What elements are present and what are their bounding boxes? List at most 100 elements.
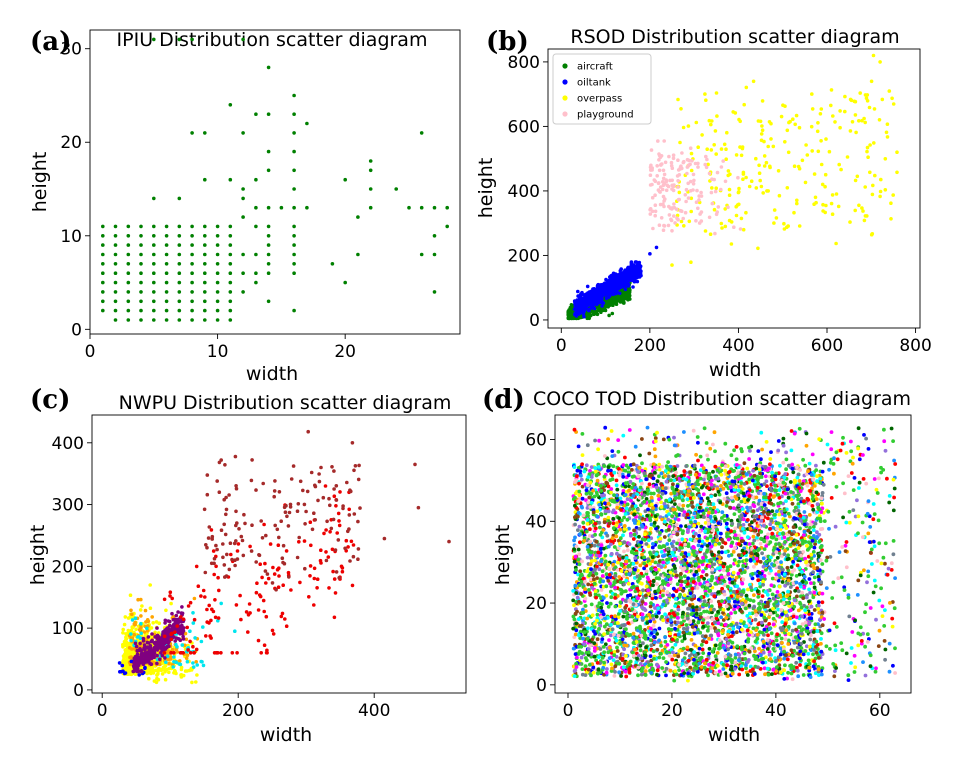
data-point (228, 541, 233, 545)
data-point (138, 641, 142, 646)
panel-b-tag: (b) (486, 27, 529, 57)
data-point (217, 588, 221, 593)
data-point (140, 604, 144, 608)
data-point (209, 618, 213, 623)
data-point (600, 284, 605, 288)
panel-c-xlabel: width (260, 724, 312, 746)
data-point (235, 651, 239, 655)
data-point (685, 171, 689, 176)
data-point (113, 262, 118, 266)
data-point (304, 509, 308, 514)
data-point (803, 180, 808, 185)
data-point (329, 526, 334, 531)
data-point (188, 600, 193, 605)
data-point (661, 183, 666, 188)
data-point (707, 171, 712, 176)
data-point (234, 523, 238, 528)
data-point (771, 144, 776, 149)
data-point (689, 638, 694, 642)
data-point (192, 651, 196, 655)
data-point (814, 200, 818, 205)
data-point (699, 194, 704, 198)
data-point (830, 212, 835, 216)
data-point (270, 581, 275, 585)
data-point (659, 216, 664, 220)
data-point (580, 290, 584, 295)
data-point (164, 299, 169, 304)
data-point (323, 484, 328, 488)
data-point (215, 280, 220, 285)
data-point (228, 103, 233, 107)
y-tick-label: 0 (73, 681, 84, 701)
data-point (139, 299, 143, 304)
data-point (596, 308, 600, 313)
data-point (332, 487, 336, 491)
data-point (203, 243, 207, 247)
data-point (333, 548, 338, 552)
data-point (177, 234, 182, 238)
data-point (667, 538, 672, 542)
data-point (652, 178, 657, 182)
data-point (146, 635, 151, 639)
data-point (255, 581, 259, 585)
x-tick-label: 800 (899, 336, 931, 356)
data-point (184, 656, 189, 661)
data-point (598, 296, 603, 300)
data-point (317, 472, 321, 476)
data-point (633, 444, 638, 449)
data-point (205, 620, 209, 624)
data-point (214, 543, 218, 548)
data-point (705, 147, 709, 151)
data-point (228, 177, 233, 182)
data-point (853, 178, 858, 183)
data-point (190, 224, 194, 229)
data-point (650, 195, 655, 200)
data-point (234, 484, 238, 488)
data-point (621, 274, 626, 279)
data-point (356, 519, 360, 524)
data-point (608, 280, 613, 284)
data-point (113, 308, 118, 313)
data-point (228, 243, 233, 247)
data-point (137, 673, 141, 677)
data-point (812, 172, 817, 176)
data-point (687, 219, 692, 224)
data-point (157, 642, 161, 646)
data-point (862, 218, 867, 223)
data-point (693, 161, 698, 166)
data-point (312, 566, 317, 571)
data-point (188, 651, 193, 655)
data-point (861, 209, 865, 213)
data-point (868, 170, 872, 175)
data-point (199, 659, 203, 664)
data-point (580, 453, 585, 457)
data-point (659, 163, 663, 167)
data-point (394, 187, 399, 191)
data-point (719, 187, 723, 192)
data-point (737, 117, 741, 122)
data-point (792, 164, 797, 168)
data-point (655, 164, 659, 168)
data-point (152, 271, 156, 276)
data-point (800, 158, 805, 163)
data-point (686, 124, 691, 128)
data-point (292, 205, 296, 210)
data-point (676, 97, 680, 102)
data-point (742, 102, 746, 107)
data-point (234, 603, 239, 607)
data-point (292, 93, 296, 98)
data-point (135, 648, 140, 653)
data-point (891, 193, 895, 197)
data-point (153, 668, 158, 673)
data-point (258, 594, 263, 599)
data-point (139, 280, 143, 285)
data-point (824, 203, 828, 208)
data-point (827, 526, 831, 531)
data-point (190, 680, 194, 685)
data-point (604, 285, 608, 289)
data-point (301, 488, 305, 493)
data-point (615, 645, 619, 650)
data-point (621, 296, 625, 301)
data-point (829, 88, 834, 92)
